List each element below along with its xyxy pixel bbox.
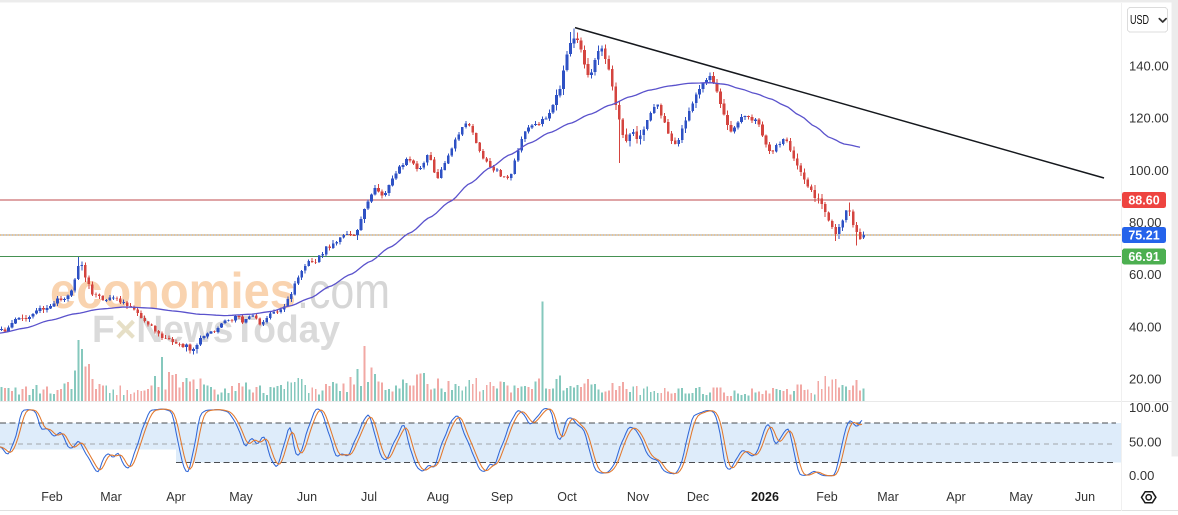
svg-text:Dec: Dec <box>687 490 709 504</box>
svg-text:Mar: Mar <box>100 490 122 504</box>
svg-text:140.00: 140.00 <box>1129 59 1169 74</box>
svg-text:.com: .com <box>297 263 390 319</box>
svg-text:Feb: Feb <box>41 490 63 504</box>
svg-text:88.60: 88.60 <box>1128 193 1159 207</box>
svg-text:2026: 2026 <box>751 490 779 504</box>
svg-text:May: May <box>229 490 253 504</box>
svg-text:USD: USD <box>1130 12 1149 27</box>
svg-text:Apr: Apr <box>946 490 965 504</box>
svg-text:100.00: 100.00 <box>1129 400 1169 415</box>
svg-text:75.21: 75.21 <box>1128 228 1159 242</box>
svg-text:20.00: 20.00 <box>1129 372 1162 387</box>
svg-text:Jul: Jul <box>361 490 377 504</box>
svg-text:80.00: 80.00 <box>1129 215 1162 230</box>
svg-text:Aug: Aug <box>427 490 449 504</box>
svg-text:Nov: Nov <box>627 490 650 504</box>
svg-text:Oct: Oct <box>557 490 577 504</box>
svg-text:May: May <box>1009 490 1033 504</box>
svg-text:100.00: 100.00 <box>1129 163 1169 178</box>
svg-text:Mar: Mar <box>877 490 899 504</box>
svg-text:0.00: 0.00 <box>1129 468 1154 483</box>
svg-text:66.91: 66.91 <box>1128 250 1159 264</box>
svg-text:120.00: 120.00 <box>1129 111 1169 126</box>
svg-text:Jun: Jun <box>1075 490 1095 504</box>
svg-text:Sep: Sep <box>491 490 513 504</box>
svg-text:Apr: Apr <box>166 490 185 504</box>
svg-text:Jun: Jun <box>297 490 317 504</box>
svg-text:Feb: Feb <box>816 490 838 504</box>
svg-text:60.00: 60.00 <box>1129 267 1162 282</box>
svg-text:40.00: 40.00 <box>1129 319 1162 334</box>
svg-text:F×NewsToday: F×NewsToday <box>92 309 340 351</box>
svg-text:50.00: 50.00 <box>1129 435 1162 450</box>
